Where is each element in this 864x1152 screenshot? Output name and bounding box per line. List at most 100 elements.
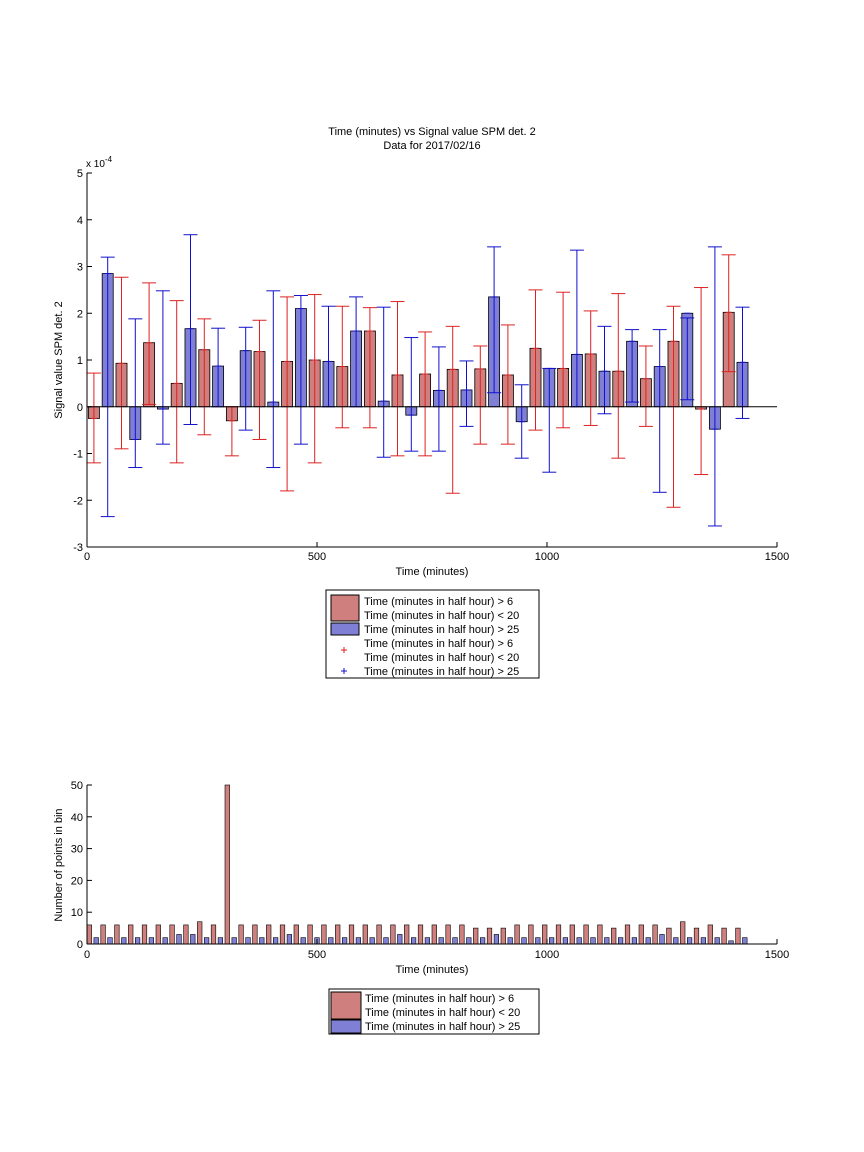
blue-count-bar [590,937,596,945]
legend-label: Time (minutes in half hour) > 25 [365,1021,520,1033]
red-count-bar [100,924,106,945]
blue-count-bar [604,937,610,945]
red-count-bar [473,927,479,945]
blue-count-bar [479,937,486,945]
legend-label: Time (minutes in half hour) > 6 [364,596,513,608]
y-tick-label: 30 [71,844,83,856]
blue-count-bar [452,937,458,945]
legend-label: Time (minutes in half hour) < 20 [365,1007,520,1019]
plot-background [87,785,777,944]
signal-chart: Time (minutes) vs Signal value SPM det. … [53,126,789,679]
blue-count-bar [466,937,472,945]
red-count-bar [638,924,644,945]
red-count-bar [238,924,244,945]
hist-x-axis-label: Time (minutes) [396,964,469,976]
signal-error-bars [86,234,750,527]
red-count-bar [486,927,493,945]
histogram-chart: 0 500 1000 1500 0 10 20 30 40 50 Time (minutes) N… [53,780,789,1035]
red-count-bar [583,924,589,945]
blue-count-bar [121,937,127,945]
red-count-bar [624,924,631,945]
blue-count-bar [576,937,582,945]
histogram-bars [86,784,748,945]
y-tick-label: 0 [77,939,83,951]
blue-count-bar [231,937,237,945]
blue-count-bar [204,937,210,945]
y-tick-label: 0 [77,402,83,414]
red-count-bar [666,927,672,945]
blue-count-bar [686,937,693,945]
histogram-plot-area [87,785,777,944]
red-count-bar [390,924,396,945]
y-exponent-base: x 10 [86,159,105,170]
red-count-bar [197,921,203,945]
blue-count-bar [93,937,99,945]
y-tick-label: 10 [71,907,83,919]
red-count-bar [348,924,355,945]
blue-count-bar [617,937,624,945]
red-count-bar [693,927,700,945]
y-tick-label: 40 [71,812,83,824]
red-count-bar [86,924,92,945]
red-count-bar [569,924,575,945]
y-tick-label: 1 [77,355,83,367]
red-count-bar [555,924,562,945]
blue-count-bar [176,934,182,945]
x-tick-label: 1000 [535,551,559,563]
blue-count-bar [328,937,334,945]
red-count-bar [252,924,258,945]
signal-legend: Time (minutes in half hour) > 6 Time (min… [325,589,540,679]
red-count-bar [128,924,134,945]
histogram-legend: Time (minutes in half hour) > 6 Time (min… [328,988,540,1035]
blue-count-bar [397,934,403,945]
blue-legend-patch [330,622,360,636]
y-tick-label: 50 [71,780,83,792]
legend-label: Time (minutes in half hour) > 6 [364,638,513,650]
red-count-bar [735,927,741,945]
red-legend-patch [330,991,362,1020]
red-count-bar [293,924,299,945]
red-count-bar [307,924,313,945]
blue-count-bar [410,937,417,945]
x-tick-label: 1000 [535,949,559,961]
red-count-bar [210,924,217,945]
blue-count-bar [507,937,513,945]
legend-box [328,988,540,1035]
legend-label: Time (minutes in half hour) < 20 [364,610,519,622]
x-tick-label: 0 [84,551,90,563]
blue-count-bar [148,937,155,945]
blue-count-bar [107,937,113,945]
blue-count-bar [272,937,279,945]
x-tick-label: 500 [308,551,326,563]
x-tick-label: 0 [84,949,90,961]
blue-count-bar [245,937,251,945]
red-count-bar [376,924,382,945]
blue-count-bar [493,934,500,945]
red-count-bar [417,924,424,945]
red-count-bar [321,924,327,945]
y-exponent-label: x 10-4 [86,155,113,170]
red-count-bar [721,927,727,945]
blue-count-bar [562,937,568,945]
blue-legend-patch [330,1019,362,1034]
red-count-bar [597,924,603,945]
blue-count-bar [341,937,348,945]
blue-count-bar [300,937,306,945]
y-tick-label: 20 [71,875,83,887]
red-count-bar [500,927,506,945]
x-tick-label: 1500 [765,551,789,563]
red-count-bar [431,924,437,945]
red-count-bar [155,924,161,945]
red-count-bar [114,924,120,945]
x-tick-label: 1500 [765,949,789,961]
blue-count-bar [259,937,265,945]
y-axis-label: Signal value SPM det. 2 [53,301,65,418]
blue-count-bar [355,937,362,945]
red-count-bar [542,924,548,945]
blue-count-bar [217,937,224,945]
y-tick-label: 4 [77,215,83,227]
y-tick-label: -3 [73,542,83,554]
blue-count-bar [521,937,527,945]
red-count-bar [335,924,341,945]
